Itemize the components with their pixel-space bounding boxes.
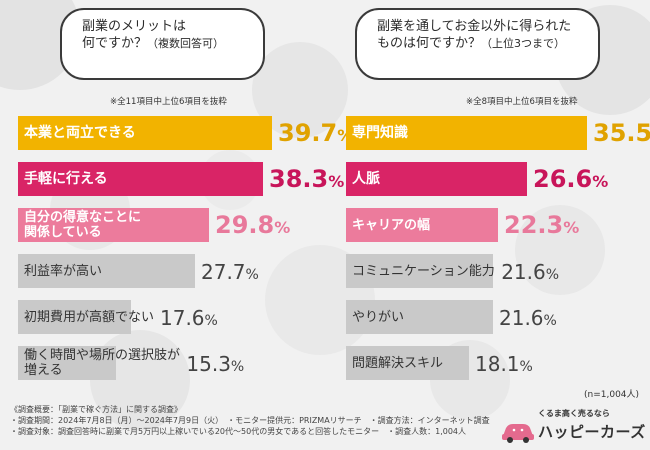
value-label-left-2: 38.3% bbox=[269, 166, 344, 195]
bar-label-right-6: 問題解決スキル bbox=[352, 356, 443, 371]
question-bubble-right: 副業を通してお金以外に得られた ものは何ですか？（上位3つまで） bbox=[355, 8, 600, 80]
value-unit: % bbox=[592, 172, 609, 191]
question-line-left-2: 何ですか？ bbox=[82, 36, 148, 51]
value-label-right-5: 21.6% bbox=[499, 307, 557, 332]
question-line-right-2: ものは何ですか？ bbox=[377, 36, 482, 51]
bar-label-line: 人脈 bbox=[352, 170, 380, 187]
bar-label-left-5: 初期費用が高額でない bbox=[24, 310, 154, 325]
bar-label-line: 働く時間や場所の選択肢が bbox=[24, 348, 181, 363]
bar-right-4 bbox=[346, 254, 493, 288]
bar-label-line: 増える bbox=[24, 363, 63, 378]
question-line-right-1: 副業を通してお金以外に得られた bbox=[377, 19, 572, 34]
bar-right-5 bbox=[346, 300, 493, 334]
bar-left-2 bbox=[18, 162, 263, 196]
car-icon bbox=[502, 424, 534, 443]
bar-label-line: キャリアの幅 bbox=[352, 217, 431, 233]
value-label-right-3: 22.3% bbox=[504, 212, 579, 241]
bar-label-left-1: 本業と両立できる bbox=[24, 124, 136, 141]
value-unit: % bbox=[545, 267, 560, 283]
value-unit: % bbox=[230, 359, 245, 375]
value-label-left-4: 27.7% bbox=[201, 261, 259, 286]
bar-label-line: 手軽に行える bbox=[24, 170, 108, 187]
bar-right-1 bbox=[346, 116, 587, 150]
footer-line-2: ・調査期間：2024年7月8日（月）〜2024年7月9日（火） ・モニター提供元… bbox=[10, 416, 490, 425]
footer-line-3: ・調査対象：調査回答時に副業で月5万円以上稼いでいる20代〜50代の男女であると… bbox=[10, 427, 467, 436]
bar-left-4 bbox=[18, 254, 195, 288]
bar-label-right-2: 人脈 bbox=[352, 170, 380, 187]
value-unit: % bbox=[563, 218, 580, 237]
bar-label-line: 問題解決スキル bbox=[352, 355, 444, 371]
bar-label-right-5: やりがい bbox=[352, 310, 404, 325]
bar-left-6 bbox=[18, 346, 116, 380]
bar-label-line: コミュニケーション能力 bbox=[352, 263, 495, 279]
value-number: 22.3 bbox=[504, 211, 564, 239]
bar-label-line: やりがい bbox=[352, 309, 405, 325]
value-number: 27.7 bbox=[201, 260, 246, 284]
footer-line-1: 《調査概要：「副業で稼ぐ方法」に関する調査》 bbox=[10, 405, 182, 414]
value-unit: % bbox=[519, 359, 533, 375]
value-number: 26.6 bbox=[533, 165, 593, 193]
brand-logo: くるま高く売るなら ハッピーカーズ bbox=[498, 408, 648, 448]
question-line-left-1: 副業のメリットは bbox=[82, 19, 187, 34]
survey-overview: 《調査概要：「副業で稼ぐ方法」に関する調査》 ・調査期間：2024年7月8日（月… bbox=[10, 404, 490, 437]
bar-label-right-4: コミュニケーション能力 bbox=[352, 264, 495, 279]
question-bubble-left: 副業のメリットは 何ですか？（複数回答可） bbox=[60, 8, 265, 80]
value-number: 38.3 bbox=[269, 165, 329, 193]
value-label-left-1: 39.7% bbox=[278, 120, 353, 149]
bar-label-line: 利益率が高い bbox=[24, 263, 103, 279]
value-unit: % bbox=[274, 218, 291, 237]
bar-label-line: 専門知識 bbox=[352, 124, 408, 141]
bar-right-6 bbox=[346, 346, 469, 380]
value-label-right-2: 26.6% bbox=[533, 166, 608, 195]
value-number: 17.6 bbox=[160, 306, 205, 330]
value-label-left-6: 15.3% bbox=[186, 353, 244, 378]
value-unit: % bbox=[328, 172, 345, 191]
bar-label-line: 自分の得意なことに bbox=[24, 210, 142, 225]
bar-label-right-1: 専門知識 bbox=[352, 124, 408, 141]
value-label-right-4: 21.6% bbox=[501, 261, 559, 286]
note-left: ※全11項目中上位6項目を抜粋 bbox=[110, 97, 227, 107]
logo-name: ハッピーカーズ bbox=[538, 423, 646, 441]
bar-label-line: 関係している bbox=[24, 225, 102, 240]
value-number: 35.5 bbox=[593, 119, 650, 147]
bar-left-5 bbox=[18, 300, 131, 334]
value-unit: % bbox=[245, 267, 259, 283]
value-label-left-5: 17.6% bbox=[160, 307, 218, 332]
bar-label-line: 初期費用が高額でない bbox=[24, 309, 155, 325]
value-number: 39.7 bbox=[278, 119, 338, 147]
value-unit: % bbox=[204, 313, 218, 329]
value-number: 21.6 bbox=[501, 260, 546, 284]
value-label-right-1: 35.5% bbox=[593, 120, 650, 149]
value-number: 15.3 bbox=[186, 352, 231, 376]
bar-left-3 bbox=[18, 208, 209, 242]
bar-right-2 bbox=[346, 162, 527, 196]
bar-label-left-4: 利益率が高い bbox=[24, 264, 102, 279]
bar-label-left-6: 働く時間や場所の選択肢が 増える bbox=[24, 348, 180, 378]
note-right: ※全8項目中上位6項目を抜粋 bbox=[466, 97, 578, 107]
logo-tagline: くるま高く売るなら bbox=[538, 409, 610, 418]
value-unit: % bbox=[543, 313, 557, 329]
bar-left-1 bbox=[18, 116, 272, 150]
bar-label-line: 本業と両立できる bbox=[24, 124, 136, 141]
value-number: 29.8 bbox=[215, 211, 275, 239]
value-number: 18.1 bbox=[475, 352, 520, 376]
bar-label-right-3: キャリアの幅 bbox=[352, 218, 430, 233]
bar-right-3 bbox=[346, 208, 498, 242]
question-suffix-left: （複数回答可） bbox=[147, 37, 225, 50]
bar-label-left-2: 手軽に行える bbox=[24, 170, 108, 187]
sample-size: (n=1,004人) bbox=[584, 390, 640, 400]
question-suffix-right: （上位3つまで） bbox=[481, 37, 566, 50]
value-label-right-6: 18.1% bbox=[475, 353, 533, 378]
value-number: 21.6 bbox=[499, 306, 544, 330]
bar-label-left-3: 自分の得意なことに 関係している bbox=[24, 210, 141, 240]
value-label-left-3: 29.8% bbox=[215, 212, 290, 241]
